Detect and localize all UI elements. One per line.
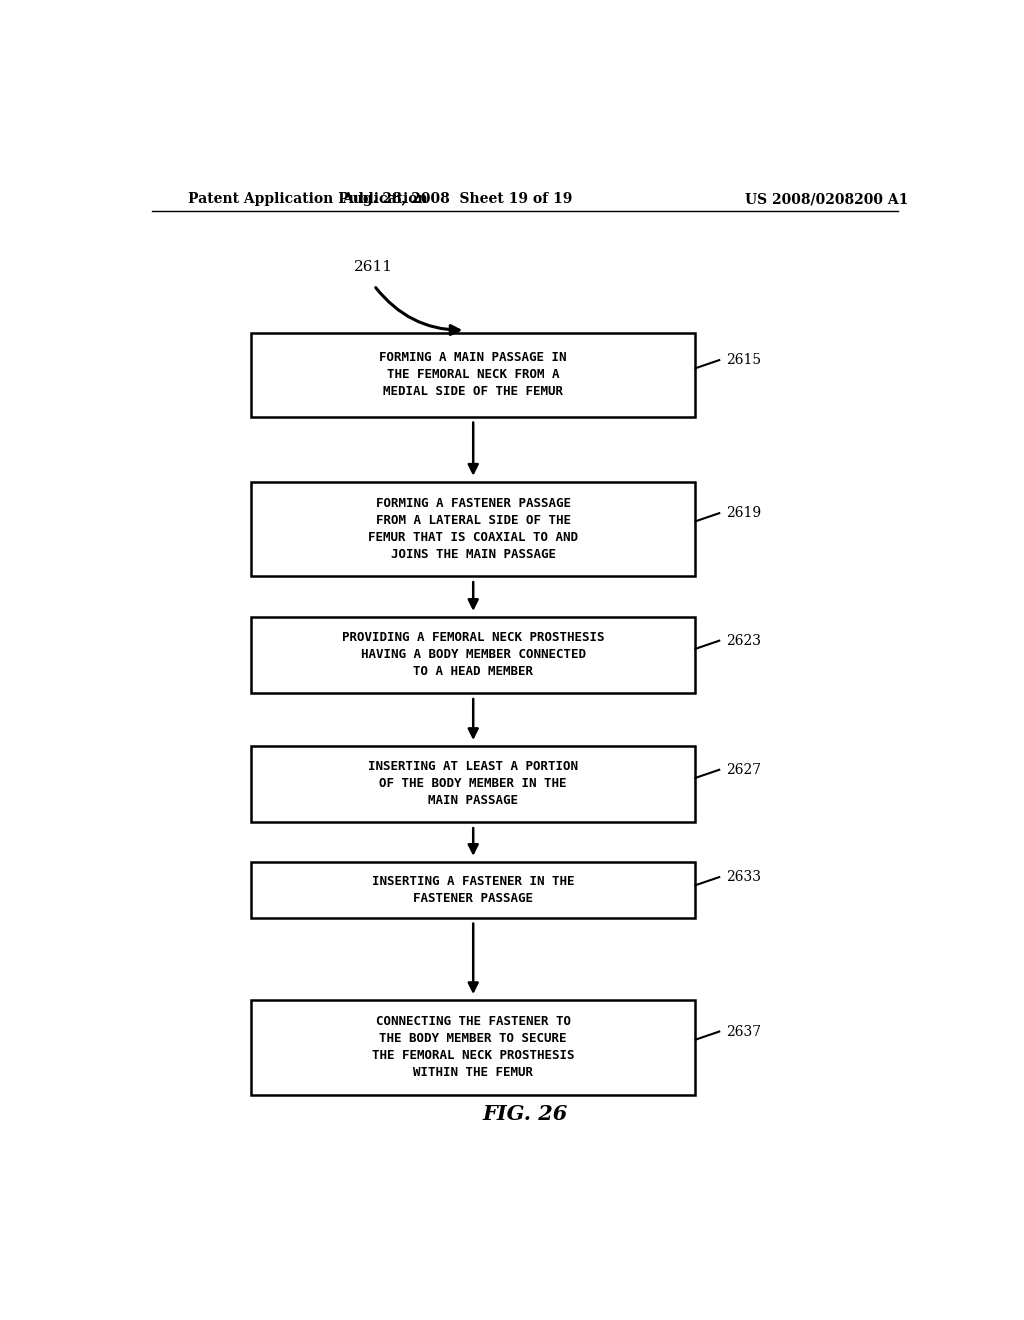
Text: FIG. 26: FIG. 26 <box>482 1104 567 1123</box>
Text: FORMING A FASTENER PASSAGE
FROM A LATERAL SIDE OF THE
FEMUR THAT IS COAXIAL TO A: FORMING A FASTENER PASSAGE FROM A LATERA… <box>369 496 579 561</box>
Text: Patent Application Publication: Patent Application Publication <box>187 191 427 206</box>
Text: 2619: 2619 <box>726 506 761 520</box>
Text: 2623: 2623 <box>726 634 761 648</box>
Text: CONNECTING THE FASTENER TO
THE BODY MEMBER TO SECURE
THE FEMORAL NECK PROSTHESIS: CONNECTING THE FASTENER TO THE BODY MEMB… <box>372 1015 574 1080</box>
Text: PROVIDING A FEMORAL NECK PROSTHESIS
HAVING A BODY MEMBER CONNECTED
TO A HEAD MEM: PROVIDING A FEMORAL NECK PROSTHESIS HAVI… <box>342 631 604 678</box>
Text: US 2008/0208200 A1: US 2008/0208200 A1 <box>744 191 908 206</box>
Text: 2611: 2611 <box>354 260 393 275</box>
Bar <box>251 862 695 917</box>
Text: INSERTING AT LEAST A PORTION
OF THE BODY MEMBER IN THE
MAIN PASSAGE: INSERTING AT LEAST A PORTION OF THE BODY… <box>369 760 579 808</box>
Text: INSERTING A FASTENER IN THE
FASTENER PASSAGE: INSERTING A FASTENER IN THE FASTENER PAS… <box>372 875 574 904</box>
Bar <box>251 746 695 822</box>
Bar <box>251 482 695 576</box>
Bar <box>251 616 695 693</box>
Bar <box>251 333 695 417</box>
Text: 2627: 2627 <box>726 763 761 776</box>
Text: 2637: 2637 <box>726 1024 761 1039</box>
Bar <box>251 1001 695 1094</box>
Text: 2633: 2633 <box>726 870 761 884</box>
Text: FORMING A MAIN PASSAGE IN
THE FEMORAL NECK FROM A
MEDIAL SIDE OF THE FEMUR: FORMING A MAIN PASSAGE IN THE FEMORAL NE… <box>380 351 567 399</box>
Text: 2615: 2615 <box>726 352 761 367</box>
Text: Aug. 28, 2008  Sheet 19 of 19: Aug. 28, 2008 Sheet 19 of 19 <box>342 191 572 206</box>
